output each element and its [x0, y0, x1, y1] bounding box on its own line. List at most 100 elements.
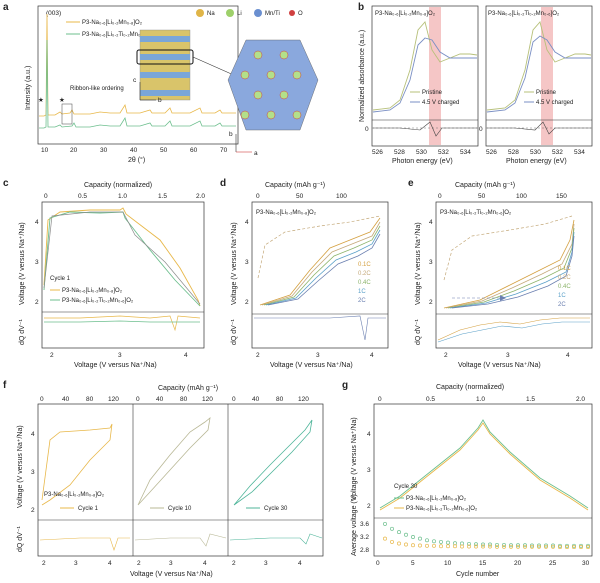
avg-voltage-point: [544, 543, 548, 548]
xas-legend-pristine-left: Pristine: [422, 90, 443, 96]
f-ytick: 2: [31, 507, 35, 514]
avg-voltage-point: [481, 542, 485, 547]
xrd-xlabel: 2θ (°): [128, 156, 145, 164]
g-avg-ytick: 3.6: [360, 521, 369, 528]
f-material-label: P3-Na₀.₆[Li₀.₂Mn₀.₈]O₂: [44, 492, 105, 498]
f-cycle1-dq: [39, 537, 130, 551]
panel-e-label: e: [408, 178, 414, 189]
f-ytick: 3: [31, 469, 35, 476]
c-top-tick: 0.5: [78, 193, 87, 200]
panel-f-label: f: [3, 380, 7, 391]
c-xticks: 2 3 4: [50, 352, 188, 359]
g-top-tick: 2.0: [576, 396, 585, 403]
avg-voltage-point: [509, 544, 513, 549]
c-xlabel: Voltage (V versus Na⁺/Na): [74, 362, 157, 369]
panel-g: g Capacity (normalized) 0 0.5 1.0 1.5 2.…: [342, 380, 593, 578]
g-top-ticks: 0 0.5 1.0 1.5 2.0: [378, 396, 585, 403]
e-rate-label: 2C: [558, 302, 566, 308]
panel-c: c Capacity (normalized) 0 0.5 1.0 1.5 2.…: [3, 178, 205, 369]
c-curve-mn: [43, 207, 201, 307]
g-avg-yticks: 3.6 3.2 2.8: [360, 521, 369, 554]
honeycomb-top-view: [227, 39, 319, 131]
g-cycle-label: Cycle 30: [394, 484, 418, 490]
d-rate-label: 0.4C: [358, 280, 371, 286]
xrd-xtick: 30: [100, 147, 108, 154]
c-legend-mn: P3-Na₀.₆[Li₀.₂Mn₀.₈]O₂: [62, 288, 123, 294]
d-xtick: 3: [316, 352, 320, 359]
panel-e: e Capacity (mAh g⁻¹) 0 50 100 150 P3-Na₀…: [408, 178, 593, 369]
f-xtick: 3: [74, 560, 78, 567]
g-legend-mn: P3-Na₀.₆[Li₀.₂Mn₀.₈]O₂: [406, 496, 467, 502]
xrd-pattern-mn: [39, 13, 236, 117]
f-top-tick: 0: [232, 396, 236, 403]
xas-charged-right: [486, 35, 591, 113]
xrd-xtick: 70: [220, 147, 228, 154]
panel-a-label: a: [3, 2, 9, 13]
avg-voltage-point: [404, 532, 408, 537]
d-dq: [254, 315, 386, 341]
xrd-xtick: 60: [190, 147, 198, 154]
f-top-ticks: 0 40 80 120 0 40 80 120 0 40 80 120: [40, 396, 309, 403]
g-ytick: 4: [367, 431, 371, 438]
f-top-tick: 0: [136, 396, 140, 403]
peak-003-label: (003): [46, 10, 61, 17]
d-rate-label: 0.1C: [358, 262, 371, 268]
d-rate-label: 1C: [358, 289, 366, 295]
e-rate-label: 0.2C: [558, 275, 571, 281]
e-dq-01: [437, 317, 590, 341]
f-top-tick: 120: [202, 396, 213, 403]
xrd-xtick: 50: [160, 147, 168, 154]
xas-xtick: 530: [530, 149, 541, 156]
e-arrow-head: [500, 295, 506, 301]
c-frame: [41, 201, 205, 349]
g-curve-mn: [379, 422, 589, 511]
c-top-ticks: 0 0.5 1.0 1.5 2.0: [44, 193, 205, 200]
avg-voltage-point: [439, 544, 443, 549]
e-xticks: 2 3 4: [444, 352, 570, 359]
xas-xtick: 530: [416, 149, 427, 156]
c-dq-ti: [44, 320, 200, 323]
g-yticks: 2 3 4: [367, 431, 371, 510]
avg-voltage-point: [411, 543, 415, 548]
e-top-tick: 150: [556, 193, 567, 200]
e-rate-1: [449, 231, 575, 309]
avg-voltage-points: [383, 521, 590, 550]
f-top-tick: 120: [108, 396, 119, 403]
avg-voltage-point: [523, 543, 527, 548]
c-top-axis: Capacity (normalized): [84, 182, 152, 189]
axis-c-label: c: [133, 77, 137, 84]
d-top-axis: Capacity (mAh g⁻¹): [265, 182, 325, 189]
avg-voltage-point: [572, 543, 576, 548]
axis-b2-label: b: [229, 131, 233, 138]
avg-voltage-point: [432, 539, 436, 544]
c-yticks: 2 3 4: [35, 219, 39, 306]
e-ylabel: Voltage (V versus Na⁺/Na): [415, 222, 422, 305]
f-cycle1-label: Cycle 1: [78, 506, 99, 512]
xas-highlight-right: [541, 7, 553, 145]
avg-voltage-point: [509, 543, 513, 548]
f-cycle30-label: Cycle 30: [264, 506, 288, 512]
e-ytick: 3: [429, 259, 433, 266]
d-rate-01: [259, 217, 381, 306]
f-xtick: 4: [108, 560, 112, 567]
star-marker-2: ★: [59, 96, 65, 104]
f-xtick: 3: [169, 560, 173, 567]
f-xtick: 2: [137, 560, 141, 567]
xas-diff-right: [487, 121, 591, 135]
avg-voltage-point: [390, 539, 394, 544]
avg-voltage-point: [488, 542, 492, 547]
f-top-tick: 80: [276, 396, 284, 403]
c-cycle-label: Cycle 1: [50, 276, 71, 282]
f-xtick: 2: [232, 560, 236, 567]
e-top-tick: 0: [438, 193, 442, 200]
e-rate-label: 0.4C: [558, 284, 571, 290]
axis-arrows-side: c b: [133, 77, 162, 104]
c-xtick: 2: [50, 352, 54, 359]
panel-f: f Capacity (mAh g⁻¹) 0 40 80 120 0 40 80…: [3, 380, 324, 578]
avg-voltage-point: [432, 543, 436, 548]
d-charge-dashed: [257, 215, 381, 279]
avg-voltage-point: [565, 545, 569, 550]
c-xtick: 3: [118, 352, 122, 359]
xas-xtick: 526: [486, 149, 497, 156]
avg-voltage-point: [446, 540, 450, 545]
